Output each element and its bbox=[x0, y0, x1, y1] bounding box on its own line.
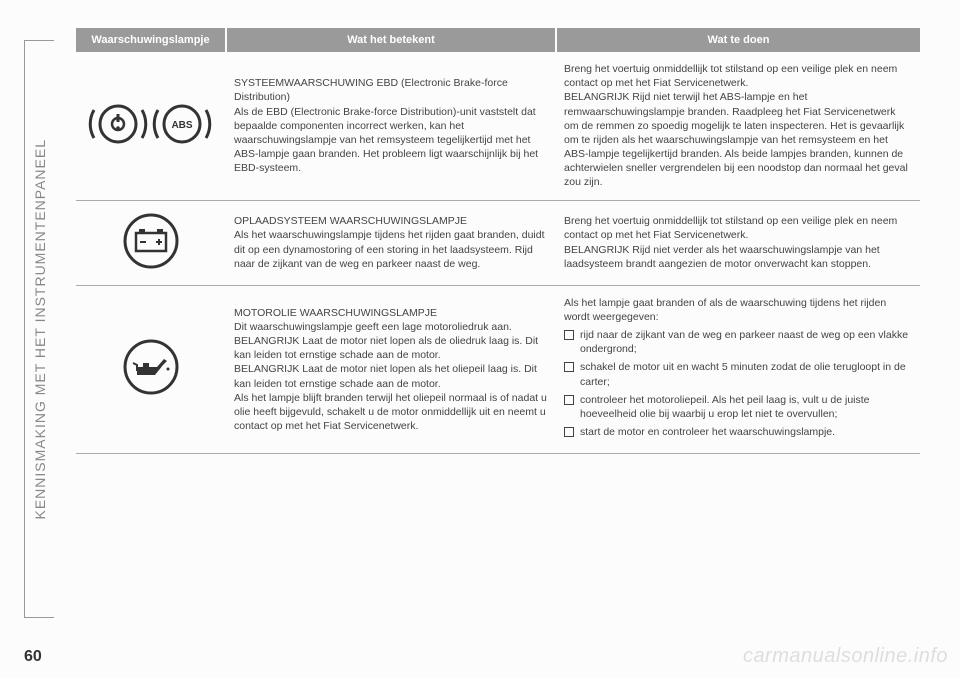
page-number: 60 bbox=[24, 648, 42, 666]
action-checklist: rijd naar de zijkant van de weg en parke… bbox=[564, 328, 912, 439]
table-row: ABS SYSTEEMWAARSCHUWING EBD (Electronic … bbox=[76, 52, 920, 200]
action-cell: Als het lampje gaat branden of als de wa… bbox=[556, 285, 920, 454]
brake-abs-icon: ABS bbox=[86, 94, 216, 154]
svg-text:ABS: ABS bbox=[171, 120, 192, 131]
list-item: rijd naar de zijkant van de weg en parke… bbox=[564, 328, 912, 356]
action-intro: Als het lampje gaat branden of als de wa… bbox=[564, 296, 912, 324]
meaning-cell: OPLAADSYSTEEM WAARSCHUWINGSLAMPJE Als he… bbox=[226, 200, 556, 285]
list-item: controleer het motoroliepeil. Als het pe… bbox=[564, 393, 912, 421]
watermark: carmanualsonline.info bbox=[743, 645, 948, 668]
table-row: MOTOROLIE WAARSCHUWINGSLAMPJE Dit waarsc… bbox=[76, 285, 920, 454]
meaning-cell: SYSTEEMWAARSCHUWING EBD (Electronic Brak… bbox=[226, 52, 556, 200]
list-item: start de motor en controleer het waarsch… bbox=[564, 425, 912, 439]
table-header-row: Waarschuwingslampje Wat het betekent Wat… bbox=[76, 28, 920, 52]
warning-lamp-table: Waarschuwingslampje Wat het betekent Wat… bbox=[76, 28, 920, 454]
list-item: schakel de motor uit en wacht 5 minuten … bbox=[564, 360, 912, 388]
header-action: Wat te doen bbox=[556, 28, 920, 52]
section-sidebar-label: KENNISMAKING MET HET INSTRUMENTENPANEEL bbox=[24, 40, 54, 618]
oil-can-icon bbox=[111, 337, 191, 397]
action-cell: Breng het voertuig onmiddellijk tot stil… bbox=[556, 200, 920, 285]
content-area: Waarschuwingslampje Wat het betekent Wat… bbox=[76, 28, 920, 454]
manual-page: KENNISMAKING MET HET INSTRUMENTENPANEEL … bbox=[0, 0, 960, 678]
icon-cell-ebd: ABS bbox=[76, 52, 226, 200]
section-title: KENNISMAKING MET HET INSTRUMENTENPANEEL bbox=[32, 139, 48, 520]
meaning-cell: MOTOROLIE WAARSCHUWINGSLAMPJE Dit waarsc… bbox=[226, 285, 556, 454]
icon-cell-battery bbox=[76, 200, 226, 285]
action-cell: Breng het voertuig onmiddellijk tot stil… bbox=[556, 52, 920, 200]
table-row: OPLAADSYSTEEM WAARSCHUWINGSLAMPJE Als he… bbox=[76, 200, 920, 285]
icon-cell-oil bbox=[76, 285, 226, 454]
header-meaning: Wat het betekent bbox=[226, 28, 556, 52]
battery-icon bbox=[111, 211, 191, 271]
header-icon: Waarschuwingslampje bbox=[76, 28, 226, 52]
